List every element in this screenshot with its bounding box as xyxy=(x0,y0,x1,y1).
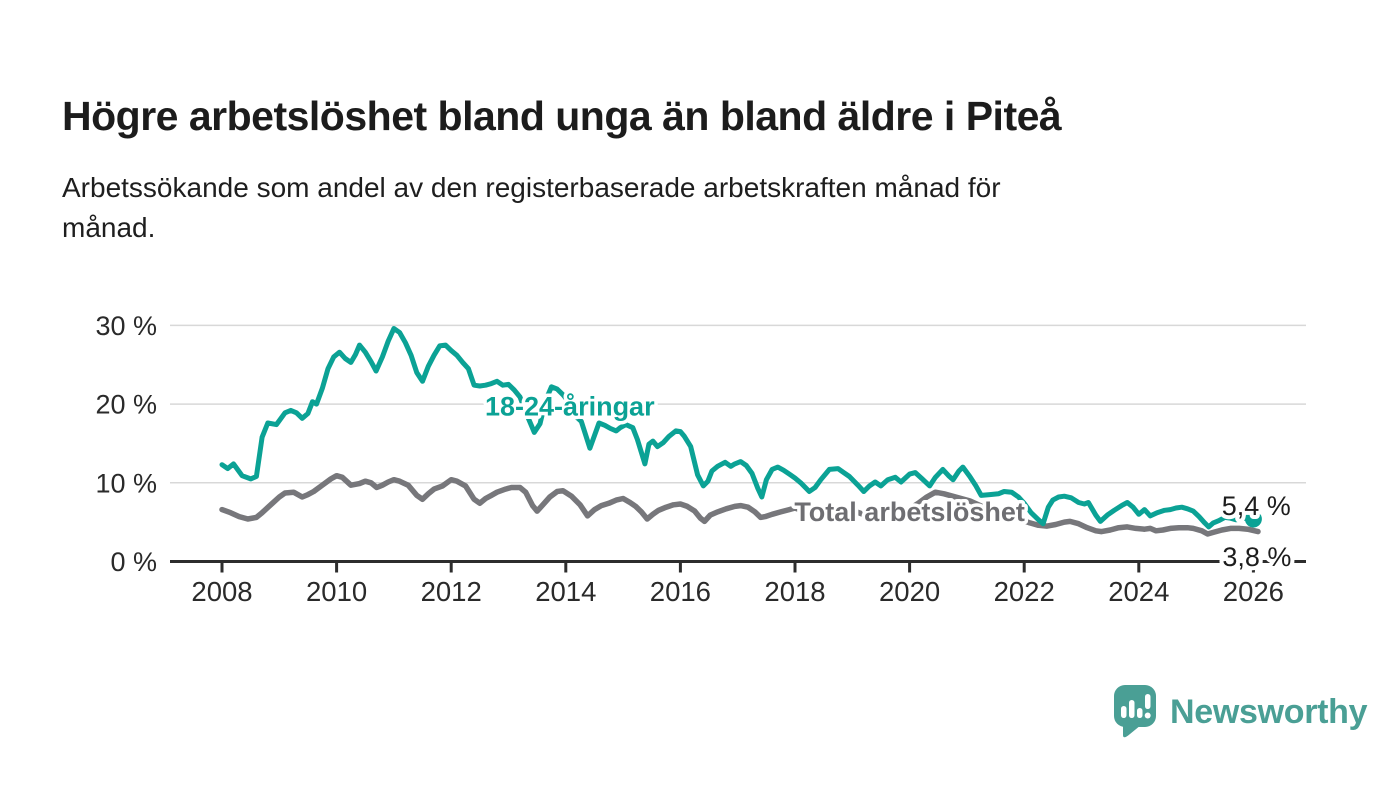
series-line-youth xyxy=(219,326,1256,530)
x-axis-tick-label: 2024 xyxy=(1108,576,1169,607)
brand-name: Newsworthy xyxy=(1170,692,1368,731)
page-title: Högre arbetslöshet bland unga än bland ä… xyxy=(62,93,1062,140)
x-axis-tick-label: 2014 xyxy=(535,576,596,607)
end-value-label-youth: 5,4 % xyxy=(1222,491,1291,521)
x-axis-tick-label: 2020 xyxy=(879,576,940,607)
newsworthy-logo: Newsworthy xyxy=(1113,684,1368,740)
x-axis-tick-label: 2016 xyxy=(650,576,711,607)
x-axis-tick-label: 2018 xyxy=(764,576,825,607)
y-axis-tick-label: 20 % xyxy=(95,390,157,420)
x-axis-tick-label: 2012 xyxy=(421,576,482,607)
end-value-label-total: 3,8 % xyxy=(1222,542,1291,572)
y-axis-tick-label: 10 % xyxy=(95,468,157,498)
speech-bubble-bar-chart-icon xyxy=(1114,685,1156,738)
x-axis-tick-label: 2008 xyxy=(191,576,252,607)
y-axis-tick-label: 30 % xyxy=(95,311,157,341)
series-label-youth: 18-24-åringar xyxy=(485,391,655,421)
x-axis-tick-label: 2010 xyxy=(306,576,367,607)
series-label-total: Total arbetslöshet xyxy=(794,497,1025,527)
y-axis-tick-label: 0 % xyxy=(110,547,157,577)
series-line-total xyxy=(219,472,1261,537)
chart-subtitle: Arbetssökande som andel av den registerb… xyxy=(62,168,1001,249)
x-axis-tick-label: 2022 xyxy=(994,576,1055,607)
subtitle-line-2: månad. xyxy=(62,212,156,244)
subtitle-line-1: Arbetssökande som andel av den registerb… xyxy=(62,172,1001,203)
x-axis-tick-label: 2026 xyxy=(1223,576,1284,607)
series-end-dot xyxy=(1244,510,1262,528)
